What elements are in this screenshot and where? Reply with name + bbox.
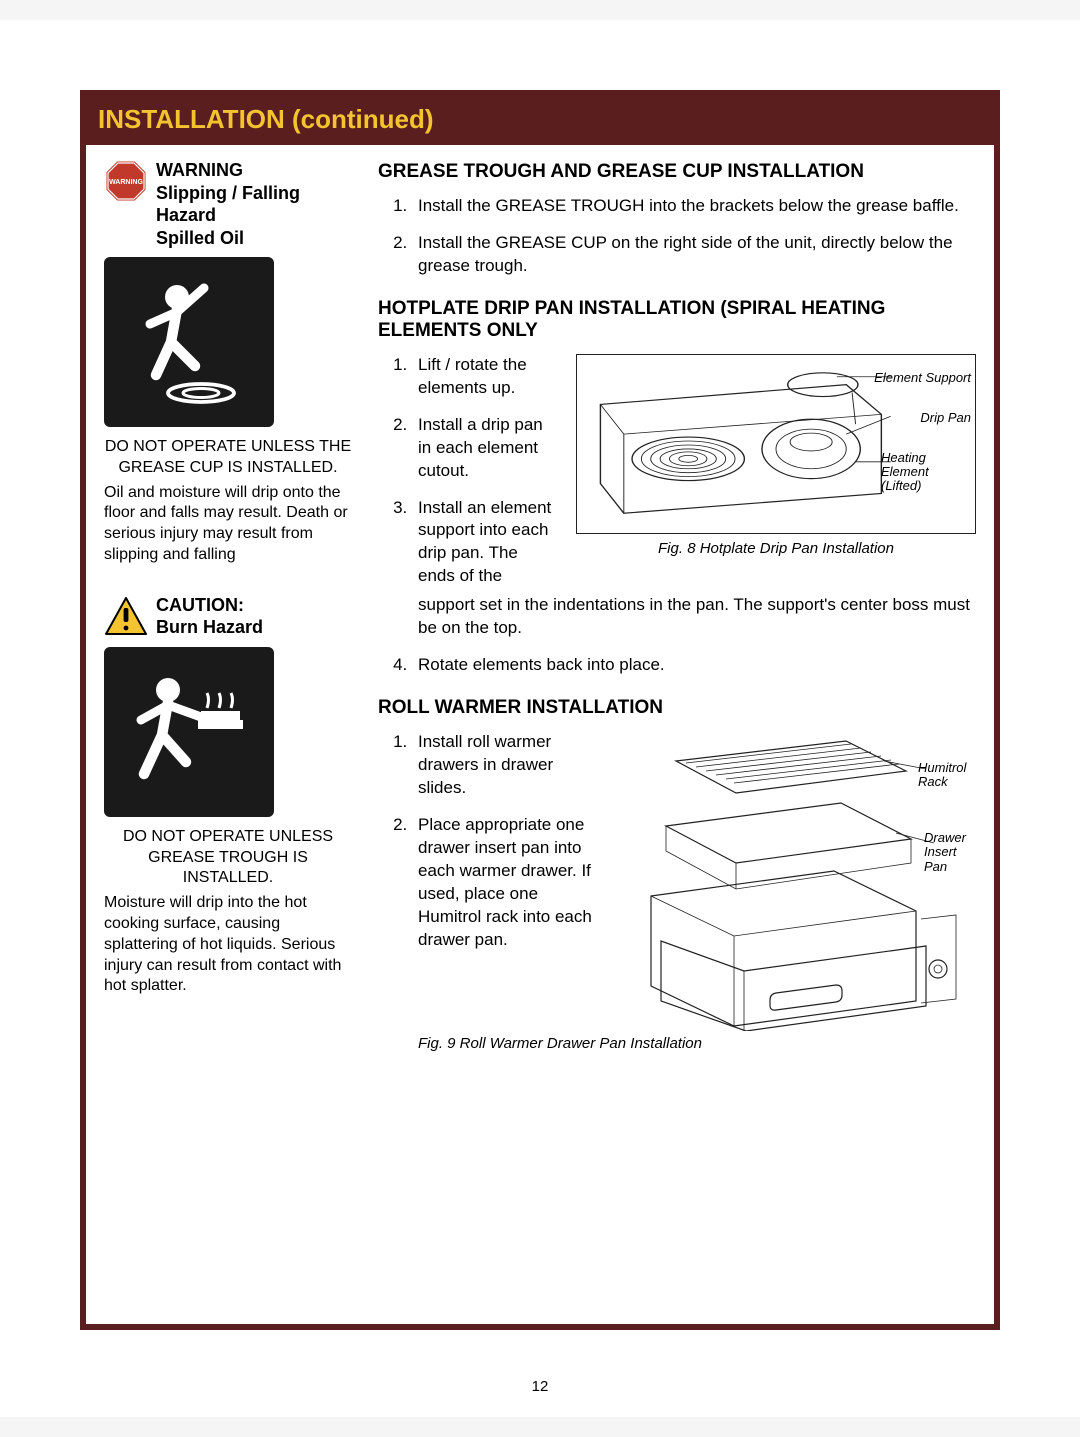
caution-triangle-icon [104,596,148,636]
caution-head-text: CAUTION: Burn Hazard [156,594,263,639]
warning-slipping: WARNING WARNING Slipping / Falling Hazar… [104,159,352,566]
warn1-line: Hazard [156,204,300,227]
warn2-line: Burn Hazard [156,616,263,639]
page-frame: INSTALLATION (continued) WARNING [80,90,1000,1330]
section2-steps: Lift / rotate the elements up. Install a… [378,354,558,602]
list-item: Install roll warmer drawers in drawer sl… [412,731,598,800]
callout-drip-pan: Drip Pan [920,411,971,425]
list-item: Place appropriate one drawer insert pan … [412,814,598,952]
callout-drawer-insert-pan: Drawer Insert Pan [924,831,974,874]
right-column: GREASE TROUGH AND GREASE CUP INSTALLATIO… [378,159,976,1052]
warning-head-text: WARNING Slipping / Falling Hazard Spille… [156,159,300,249]
list-item: Lift / rotate the elements up. [412,354,558,400]
octagon-label: WARNING [109,179,143,186]
fig8-diagram: Element Support Drip Pan Heating Element… [576,354,976,534]
section1-steps: Install the GREASE TROUGH into the brack… [378,195,976,278]
section3-row: Install roll warmer drawers in drawer sl… [378,731,976,1031]
section2-row: Lift / rotate the elements up. Install a… [378,354,976,602]
list-item: Install a drip pan in each element cutou… [412,414,558,483]
header-bar: INSTALLATION (continued) [86,96,994,145]
page-number: 12 [0,1378,1080,1395]
callout-humitrol-rack: Humitrol Rack [918,761,974,790]
fig9-box: Humitrol Rack Drawer Insert Pan [616,731,976,1031]
section3-title: ROLL WARMER INSTALLATION [378,697,976,719]
warn2-line: CAUTION: [156,594,263,617]
content-area: WARNING WARNING Slipping / Falling Hazar… [86,145,994,1070]
list-item: Install the GREASE CUP on the right side… [412,232,976,278]
warn1-line: WARNING [156,159,300,182]
warning-head: WARNING WARNING Slipping / Falling Hazar… [104,159,352,249]
warn2-caption: DO NOT OPERATE UNLESS GREASE TROUGH IS I… [104,827,352,889]
callout-element-support: Element Support [874,371,971,385]
left-column: WARNING WARNING Slipping / Falling Hazar… [104,159,352,1052]
warn1-caption: DO NOT OPERATE UNLESS THE GREASE CUP IS … [104,437,352,479]
burn-pictogram [104,647,274,817]
step3-continuation: support set in the indentations in the p… [378,594,976,640]
warn2-body: Moisture will drip into the hot cooking … [104,893,352,997]
fig8-box: Element Support Drip Pan Heating Element… [576,354,976,557]
warn1-line: Slipping / Falling [156,182,300,205]
list-item: Install the GREASE TROUGH into the brack… [412,195,976,218]
fig9-caption: Fig. 9 Roll Warmer Drawer Pan Installati… [378,1035,976,1052]
page: INSTALLATION (continued) WARNING [0,20,1080,1417]
fig9-diagram: Humitrol Rack Drawer Insert Pan [616,731,976,1031]
slip-pictogram [104,257,274,427]
section2-title: HOTPLATE DRIP PAN INSTALLATION (SPIRAL H… [378,298,976,342]
warning-octagon-icon: WARNING [104,159,148,203]
warn1-body: Oil and moisture will drip onto the floo… [104,483,352,566]
section1-title: GREASE TROUGH AND GREASE CUP INSTALLATIO… [378,161,976,183]
caution-head: CAUTION: Burn Hazard [104,594,352,639]
list-item: Rotate elements back into place. [412,654,976,677]
section2-step4: Rotate elements back into place. [378,654,976,677]
header-title: INSTALLATION (continued) [98,104,434,134]
caution-burn: CAUTION: Burn Hazard [104,594,352,997]
warn1-line: Spilled Oil [156,227,300,250]
fig8-caption: Fig. 8 Hotplate Drip Pan Installation [576,540,976,557]
list-item: Install an element support into each dri… [412,497,558,589]
section3-steps: Install roll warmer drawers in drawer sl… [378,731,598,965]
callout-heating-element: Heating Element (Lifted) [881,451,971,494]
